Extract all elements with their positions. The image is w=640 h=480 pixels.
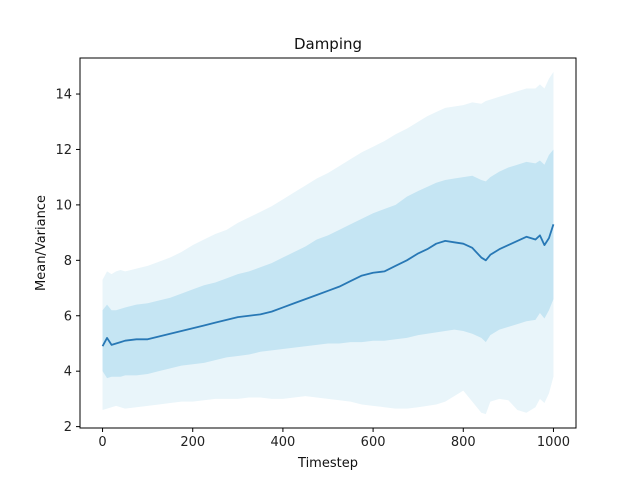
y-tick-label: 4: [64, 365, 72, 380]
y-tick-label: 8: [64, 254, 72, 269]
mean-line-group: [101, 224, 555, 347]
x-tick-label: 400: [270, 435, 295, 450]
axes-frame: [79, 57, 577, 429]
x-tick-label: 200: [180, 435, 205, 450]
y-axis-label: Mean/Variance: [34, 195, 49, 291]
y-tick-label: 2: [64, 420, 72, 435]
x-tick-label: 600: [361, 435, 386, 450]
x-axis-label: Timestep: [297, 456, 358, 471]
y-tick-label: 6: [64, 309, 72, 324]
chart-title: Damping: [294, 35, 362, 53]
y-tick-label: 10: [55, 198, 72, 213]
x-axis-ticks: 0 200 400 600 800 1000: [98, 428, 570, 450]
confidence-bands: [102, 71, 554, 415]
y-axis-ticks: 2 4 6 8 10 12 14: [55, 88, 80, 435]
x-tick-label: 800: [451, 435, 476, 450]
y-tick-label: 14: [55, 88, 72, 103]
x-tick-label: 0: [98, 435, 106, 450]
mean-line: [101, 224, 555, 347]
y-tick-label: 12: [55, 143, 72, 158]
x-tick-label: 1000: [537, 435, 570, 450]
inner-band: [102, 149, 554, 379]
